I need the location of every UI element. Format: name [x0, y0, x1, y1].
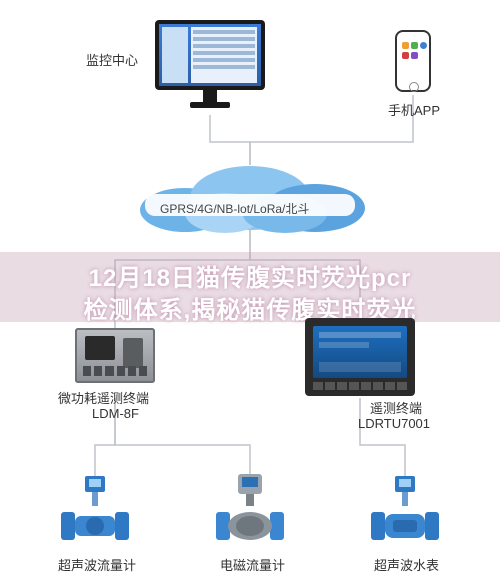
- diagram-canvas: 监控中心 手机APP GPRS/4G/NB-lot/LoRa/北斗 12月18日…: [0, 0, 500, 586]
- overlay-title-line2: 检测体系,揭秘猫传腹实时荧光: [0, 290, 500, 325]
- terminal-right-label-2: 遥测终端: [370, 398, 422, 417]
- phone-node: [395, 30, 431, 92]
- monitor-node: [155, 20, 265, 115]
- cloud-protocol-label: GPRS/4G/NB-lot/LoRa/北斗: [160, 200, 309, 217]
- flow3-label: 超声波水表: [374, 555, 439, 574]
- flowmeter-electromagnetic: [210, 472, 290, 544]
- flow2-label: 电磁流量计: [220, 555, 285, 574]
- terminal-ldrtu7001: [305, 318, 415, 396]
- flowmeter-ultrasonic: [55, 472, 135, 544]
- flowmeter-watermeter: [365, 472, 445, 544]
- cloud-node: [130, 158, 370, 233]
- terminal-right-label-3: LDRTU7001: [358, 416, 430, 431]
- overlay-title-line1: 12月18日猫传腹实时荧光pcr: [0, 258, 500, 293]
- monitor-label: 监控中心: [86, 50, 138, 69]
- terminal-left-label-1: 微功耗遥测终端: [58, 388, 149, 407]
- phone-label: 手机APP: [388, 100, 440, 119]
- terminal-left-label-2: LDM-8F: [92, 406, 139, 421]
- flow1-label: 超声波流量计: [58, 555, 136, 574]
- terminal-ldm8f: [75, 328, 155, 383]
